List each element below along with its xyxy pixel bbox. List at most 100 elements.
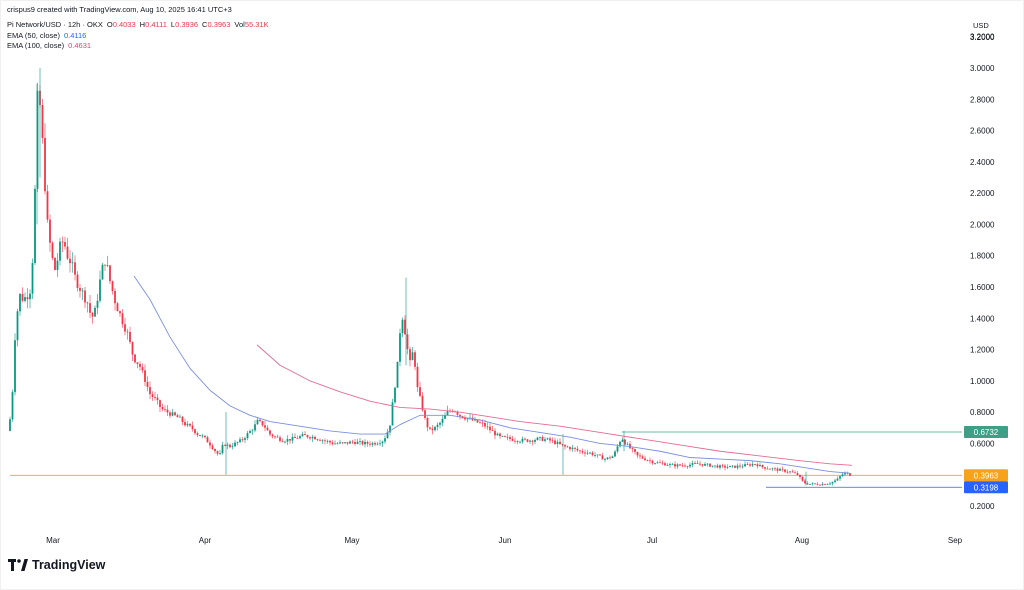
- candle-body: [241, 439, 244, 441]
- candle-body: [431, 428, 434, 431]
- candle-body: [104, 264, 106, 266]
- candle-body: [364, 441, 366, 445]
- candle-body: [624, 439, 626, 445]
- candle-body: [309, 437, 311, 439]
- ema50-row[interactable]: EMA (50, close) 0.4116: [7, 31, 269, 42]
- candle-body: [634, 449, 636, 452]
- candle-body: [311, 436, 314, 439]
- candle-body: [649, 460, 651, 462]
- candle-body: [314, 436, 316, 440]
- candle-body: [181, 416, 184, 423]
- candle-body: [556, 441, 559, 444]
- candle-body: [229, 444, 231, 448]
- candle-body: [731, 465, 734, 467]
- candle-body: [184, 422, 186, 426]
- y-tick-label: 2.4000: [970, 158, 995, 167]
- candle-body: [191, 425, 194, 430]
- open-label: O: [106, 20, 113, 29]
- candle-body: [814, 483, 816, 485]
- price-label: 0.3198: [974, 483, 999, 492]
- low-label: L: [170, 20, 176, 29]
- candle-body: [51, 242, 54, 258]
- candle-body: [174, 412, 176, 416]
- ema100-row[interactable]: EMA (100, close) 0.4631: [7, 41, 269, 52]
- candle-body: [186, 423, 189, 426]
- candle-body: [676, 464, 679, 467]
- candle-body: [491, 430, 494, 431]
- currency-label[interactable]: USD: [973, 21, 989, 30]
- candle-body: [436, 424, 439, 427]
- candle-body: [334, 443, 336, 445]
- candle-body: [601, 455, 604, 460]
- candle-body: [276, 436, 279, 438]
- close-label: C: [202, 20, 208, 29]
- candle-body: [761, 464, 764, 468]
- candle-body: [306, 435, 309, 438]
- candle-body: [349, 441, 351, 444]
- candle-body: [49, 219, 51, 243]
- candle-body: [504, 435, 506, 437]
- candle-body: [494, 430, 496, 436]
- candle-body: [764, 467, 766, 469]
- candle-body: [291, 436, 294, 441]
- candle-body: [551, 440, 554, 442]
- symbol-legend: Pi Network/USD · 12h · OKX O 0.4033 H 0.41…: [7, 20, 269, 52]
- candle-body: [736, 465, 739, 468]
- candle-body: [86, 302, 89, 304]
- candle-body: [36, 90, 39, 189]
- candle-body: [366, 441, 369, 444]
- candle-body: [419, 387, 421, 396]
- candle-body: [131, 342, 134, 355]
- candle-body: [391, 402, 394, 426]
- candle-body: [486, 426, 489, 428]
- high-value: 0.4111: [145, 20, 167, 29]
- candle-body: [124, 324, 126, 332]
- candle-body: [149, 387, 151, 395]
- candle-body: [239, 439, 241, 443]
- candle-body: [539, 436, 541, 438]
- candle-body: [26, 297, 29, 300]
- candle-body: [791, 471, 794, 473]
- candle-body: [351, 441, 354, 443]
- candle-body: [89, 303, 91, 313]
- candle-body: [91, 312, 94, 317]
- tradingview-logo: TradingView: [8, 558, 105, 572]
- x-tick-label: Jun: [499, 536, 512, 545]
- candle-body: [606, 457, 609, 459]
- candle-body: [826, 483, 829, 485]
- candle-body: [331, 442, 334, 445]
- candle-body: [81, 290, 84, 292]
- candle-body: [531, 440, 534, 442]
- candle-body: [631, 448, 634, 450]
- candle-body: [506, 436, 509, 438]
- candle-body: [699, 463, 701, 465]
- candle-body: [94, 307, 96, 317]
- candle-body: [376, 443, 379, 445]
- candle-body: [281, 440, 284, 442]
- price-label-box: [964, 469, 1008, 482]
- y-tick-label: 1.8000: [970, 252, 995, 261]
- candle-body: [839, 476, 841, 479]
- candle-body: [616, 446, 619, 452]
- candle-body: [221, 444, 224, 454]
- candle-body: [159, 400, 161, 407]
- candle-body: [684, 465, 686, 467]
- candle-body: [496, 433, 499, 436]
- candle-body: [576, 448, 579, 451]
- candle-body: [794, 472, 796, 474]
- symbol-name[interactable]: Pi Network/USD · 12h · OKX: [7, 20, 103, 29]
- candle-body: [564, 445, 566, 447]
- candle-body: [171, 412, 174, 416]
- candle-body: [751, 464, 754, 466]
- candle-body: [779, 468, 781, 471]
- candle-body: [574, 447, 576, 449]
- low-value: 0.3936: [175, 20, 199, 29]
- ema50-label: EMA (50, close): [7, 30, 60, 40]
- candle-body: [169, 412, 171, 416]
- candle-body: [789, 471, 791, 473]
- candle-body: [756, 464, 759, 467]
- candle-body: [109, 265, 111, 282]
- candle-body: [304, 434, 306, 436]
- candle-body: [541, 436, 544, 441]
